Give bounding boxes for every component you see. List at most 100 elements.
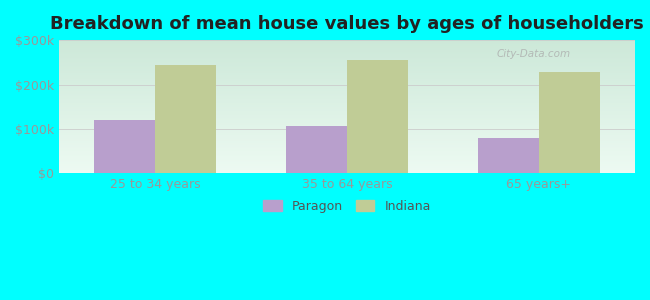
Bar (59, 85, 635, 86)
Bar (59, 138, 635, 139)
Bar (59, 58, 635, 59)
Bar (59, 50, 635, 51)
Bar (59, 74, 635, 75)
Bar (59, 169, 635, 170)
Bar (59, 155, 635, 156)
Bar (59, 57, 635, 58)
Bar (59, 141, 635, 142)
Bar (59, 167, 635, 168)
Bar (59, 130, 635, 131)
Bar (59, 147, 635, 148)
Bar (59, 136, 635, 137)
Bar (59, 48, 635, 49)
Bar (59, 134, 635, 135)
Bar (59, 137, 635, 138)
Bar (59, 113, 635, 114)
Bar (59, 90, 635, 91)
Bar (59, 108, 635, 109)
Bar (59, 150, 635, 151)
Bar (59, 112, 635, 113)
Bar (59, 53, 635, 54)
Bar (59, 76, 635, 77)
Bar (59, 99, 635, 100)
Bar (59, 142, 635, 143)
Bar (59, 71, 635, 72)
Bar (59, 144, 635, 145)
Bar (59, 116, 635, 117)
Bar (59, 126, 635, 127)
Bar (59, 72, 635, 73)
Bar (59, 44, 635, 45)
Bar (59, 89, 635, 90)
Bar (59, 41, 635, 42)
Bar (59, 122, 635, 123)
Bar (59, 43, 635, 44)
Bar (59, 84, 635, 85)
Bar (59, 64, 635, 65)
Bar (478, 138, 539, 173)
Bar (59, 121, 635, 122)
Bar (59, 162, 635, 163)
Bar (59, 114, 635, 115)
Bar (59, 149, 635, 150)
Bar (285, 126, 347, 173)
Bar (59, 107, 635, 108)
Bar (59, 56, 635, 57)
Bar (59, 171, 635, 172)
Bar (59, 163, 635, 164)
Bar (59, 146, 635, 147)
Bar (59, 49, 635, 50)
Bar (59, 40, 635, 41)
Bar (59, 143, 635, 144)
Bar (59, 172, 635, 173)
Bar (59, 101, 635, 102)
Bar (94, 120, 155, 173)
Bar (539, 72, 601, 173)
Bar (59, 55, 635, 56)
Bar (59, 129, 635, 130)
Bar (59, 82, 635, 83)
Bar (59, 156, 635, 157)
Bar (59, 140, 635, 141)
Bar (59, 61, 635, 62)
Bar (59, 51, 635, 52)
Bar (59, 77, 635, 78)
Bar (59, 61, 635, 62)
Bar (59, 170, 635, 171)
Bar (59, 52, 635, 53)
Bar (59, 96, 635, 97)
Bar (59, 158, 635, 159)
Bar (59, 131, 635, 132)
Bar (59, 105, 635, 106)
Bar (59, 135, 635, 136)
Bar (59, 159, 635, 160)
Bar (59, 153, 635, 154)
Text: City-Data.com: City-Data.com (497, 50, 571, 59)
Bar (59, 133, 635, 134)
Bar (59, 103, 635, 104)
Bar (59, 65, 635, 66)
Bar (59, 148, 635, 149)
Bar (59, 132, 635, 133)
Bar (59, 45, 635, 46)
Bar (59, 87, 635, 88)
Bar (59, 120, 635, 121)
Bar (59, 95, 635, 96)
Bar (59, 127, 635, 128)
Bar (347, 60, 408, 173)
Bar (59, 54, 635, 55)
Bar (59, 70, 635, 71)
Bar (59, 66, 635, 67)
Bar (59, 67, 635, 68)
Bar (59, 62, 635, 63)
Bar (59, 164, 635, 165)
Bar (59, 88, 635, 89)
Bar (59, 91, 635, 92)
Bar (59, 111, 635, 112)
Bar (59, 115, 635, 116)
Bar (59, 160, 635, 161)
Bar (59, 157, 635, 158)
Bar (59, 81, 635, 82)
Bar (59, 110, 635, 111)
Bar (59, 97, 635, 98)
